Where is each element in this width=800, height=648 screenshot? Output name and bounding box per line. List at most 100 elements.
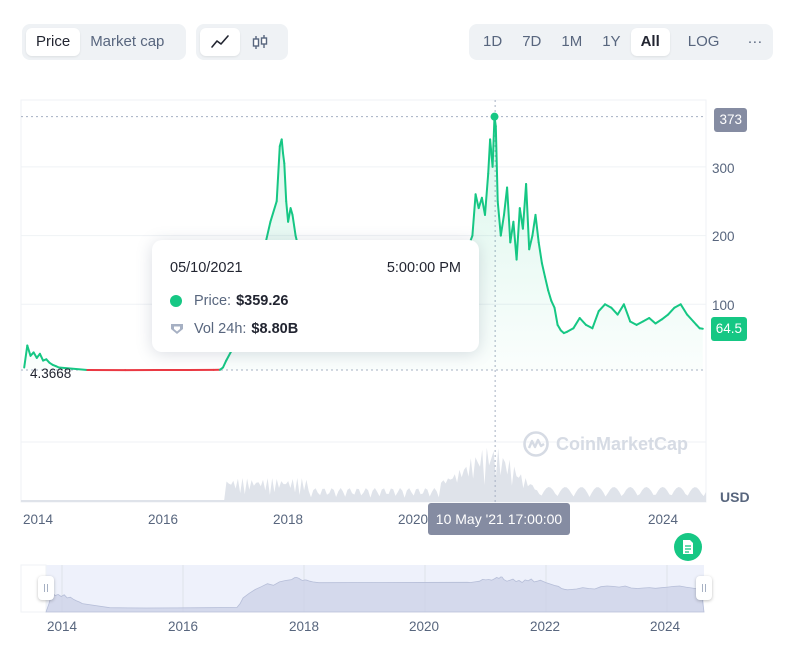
range-all[interactable]: All	[630, 28, 670, 56]
price-line-segment	[496, 200, 502, 237]
document-icon	[683, 540, 693, 554]
y-tick-200: 200	[712, 229, 735, 244]
price-line-segment	[537, 241, 543, 265]
price-line-segment	[38, 352, 45, 362]
range-toggle: 1D 7D 1M 1Y All LOG ···	[469, 24, 773, 60]
price-line-segment	[667, 306, 676, 316]
price-line-segment	[283, 162, 288, 203]
price-line-segment	[610, 306, 619, 316]
x-tick-2018: 2018	[273, 512, 304, 527]
tab-market-cap[interactable]: Market cap	[90, 33, 165, 50]
price-line-segment	[660, 313, 670, 321]
price-line-segment	[525, 183, 531, 251]
log-scale-toggle[interactable]: LOG	[687, 33, 720, 50]
coinmarketcap-watermark: CoinMarketCap	[522, 430, 688, 458]
price-line-segment	[686, 313, 695, 323]
line-chart-icon	[211, 35, 229, 48]
price-area-fill	[24, 116, 703, 370]
price-line-segment	[585, 323, 594, 330]
tab-price[interactable]: Price	[26, 28, 81, 56]
navigator-right-handle[interactable]	[696, 576, 712, 600]
tooltip-volume-label: Vol 24h:	[194, 321, 247, 337]
y-tick-100: 100	[712, 298, 735, 313]
price-line-segment	[679, 303, 689, 316]
crosshair-time-badge: 10 May '21 17:00:00	[428, 503, 570, 535]
price-line-segment	[566, 327, 575, 333]
price-line-segment	[550, 299, 556, 309]
price-line-segment	[616, 303, 625, 316]
price-line-segment	[629, 320, 638, 326]
price-line-segment	[553, 306, 559, 326]
price-line-segment	[484, 172, 490, 216]
price-line-segment	[635, 320, 644, 326]
navigator-price-area	[45, 576, 705, 613]
price-line-segment	[494, 125, 499, 203]
price-line-segment	[471, 193, 477, 237]
coinmarketcap-logo-icon	[523, 431, 549, 457]
tooltip-price-label: Price:	[194, 293, 232, 309]
nav-tick-2020: 2020	[409, 619, 440, 634]
price-dot-icon	[170, 295, 182, 307]
nav-tick-2014: 2014	[47, 619, 78, 634]
volume-icon	[171, 324, 183, 334]
price-line-segment	[641, 317, 651, 323]
range-1y[interactable]: 1Y	[602, 33, 621, 50]
tooltip-date: 05/10/2021	[170, 260, 243, 276]
candlestick-chart-button[interactable]	[240, 28, 280, 56]
range-1d[interactable]: 1D	[483, 33, 503, 50]
price-line-segment	[269, 200, 278, 223]
price-tooltip: 05/10/2021 5:00:00 PM Price: $359.26 Vol…	[152, 240, 479, 352]
volume-area	[21, 447, 706, 502]
price-line-segment	[654, 318, 663, 325]
price-line-segment	[515, 207, 521, 261]
price-line-segment	[275, 145, 281, 203]
chart-type-toggle	[196, 24, 288, 60]
tooltip-volume-value: $8.80B	[251, 321, 299, 337]
notes-button[interactable]	[674, 533, 702, 561]
price-line-segment	[222, 359, 228, 369]
nav-tick-2024: 2024	[650, 619, 681, 634]
price-line-segment	[591, 310, 600, 330]
nav-tick-2018: 2018	[289, 619, 320, 634]
price-line-segment	[597, 303, 606, 313]
navigator-left-handle[interactable]	[38, 576, 54, 600]
price-line-segment	[23, 344, 29, 369]
price-line-segment	[474, 193, 480, 210]
price-line-segment	[287, 207, 292, 223]
price-line-segment	[648, 317, 657, 325]
price-line-segment	[499, 213, 505, 237]
price-line-segment	[673, 303, 682, 309]
peak-point	[490, 112, 499, 121]
price-line-segment	[26, 344, 32, 357]
price-line-segment	[556, 323, 562, 332]
price-line-segment	[534, 213, 540, 244]
price-line-segment	[57, 366, 89, 371]
price-line-segment	[544, 275, 550, 292]
range-1m[interactable]: 1M	[561, 33, 583, 50]
start-price-label: 4.3668	[30, 366, 72, 381]
metric-toggle: Price Market cap	[22, 24, 186, 60]
price-line-segment	[604, 303, 613, 309]
x-tick-2024: 2024	[648, 512, 679, 527]
price-line-segment	[572, 317, 581, 330]
tooltip-price-value: $359.26	[236, 293, 289, 309]
price-line-segment	[491, 115, 496, 168]
x-tick-2020: 2020	[398, 512, 429, 527]
more-options-button[interactable]: ···	[747, 33, 763, 50]
max-price-tag: 373	[714, 108, 747, 132]
watermark-text: CoinMarketCap	[556, 433, 689, 454]
nav-tick-2022: 2022	[530, 619, 561, 634]
range-7d[interactable]: 7D	[522, 33, 542, 50]
price-line-segment	[622, 303, 632, 323]
current-price-tag: 64.5	[710, 317, 747, 341]
price-line-segment	[547, 289, 553, 302]
price-line-segment	[540, 262, 546, 278]
price-line-segment	[289, 207, 294, 216]
price-line-segment	[506, 186, 512, 244]
x-tick-2016: 2016	[148, 512, 179, 527]
y-tick-300: 300	[712, 161, 735, 176]
price-line-segment	[528, 234, 534, 251]
line-chart-button[interactable]	[200, 28, 240, 56]
price-line-segment	[282, 152, 286, 165]
